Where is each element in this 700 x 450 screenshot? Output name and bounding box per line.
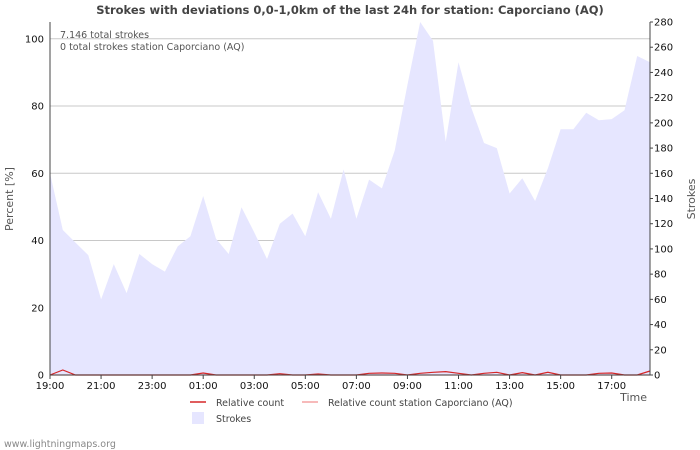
y-right-tick-label: 220 [654,93,673,104]
y-right-tick-label: 140 [654,194,673,205]
x-tick-label: 17:00 [597,381,626,392]
x-tick-label: 05:00 [291,381,320,392]
legend-strokes-label: Strokes [216,414,251,425]
y-left-tick-label: 100 [25,34,44,45]
x-tick-label: 23:00 [138,381,167,392]
x-axis-label: Time [619,391,647,404]
x-tick-label: 09:00 [393,381,422,392]
y-right-tick-label: 20 [654,345,667,356]
y-left-tick-label: 0 [38,371,44,382]
x-tick-label: 19:00 [36,381,65,392]
x-tick-label: 03:00 [240,381,269,392]
x-tick-label: 21:00 [87,381,116,392]
y-right-tick-label: 80 [654,270,667,281]
legend-relative-count-station-label: Relative count station Caporciano (AQ) [328,398,513,409]
y-right-tick-label: 280 [654,18,673,29]
y-axis-label-right: Strokes [685,178,698,219]
info-total-strokes: 7.146 total strokes [60,30,149,41]
x-tick-label: 07:00 [342,381,371,392]
legend: Relative count Relative count station Ca… [190,398,513,425]
y-right-tick-label: 0 [654,371,660,382]
y-left-tick-label: 60 [31,169,44,180]
y-right-tick-label: 60 [654,295,667,306]
y-right-tick-label: 200 [654,118,673,129]
x-tick-label: 15:00 [546,381,575,392]
x-tick-label: 01:00 [189,381,218,392]
legend-strokes-swatch [192,412,204,424]
x-tick-label: 11:00 [444,381,473,392]
x-tick-label: 13:00 [495,381,524,392]
y-right-tick-label: 40 [654,320,667,331]
y-left-tick-label: 20 [31,303,44,314]
info-station-strokes: 0 total strokes station Caporciano (AQ) [60,42,244,53]
legend-relative-count-label: Relative count [216,398,284,409]
strokes-area [50,22,650,375]
y-left-tick-label: 80 [31,102,44,113]
y-right-tick-label: 160 [654,169,673,180]
y-axis-label-left: Percent [%] [3,167,16,231]
y-right-tick-label: 100 [654,244,673,255]
chart-title: Strokes with deviations 0,0-1,0km of the… [96,3,604,17]
y-right-tick-label: 240 [654,68,673,79]
y-right-tick-label: 180 [654,144,673,155]
y-left-tick-label: 40 [31,236,44,247]
y-right-tick-label: 120 [654,219,673,230]
footer-site-link[interactable]: www.lightningmaps.org [4,439,116,450]
y-right-tick-label: 260 [654,43,673,54]
